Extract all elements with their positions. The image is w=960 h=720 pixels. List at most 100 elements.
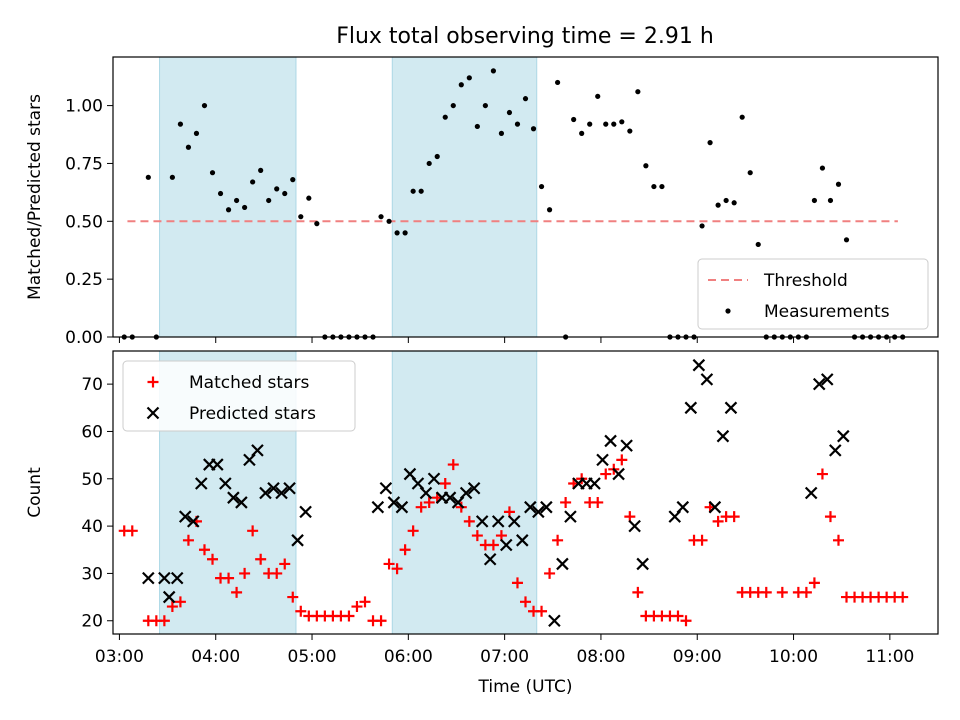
y-axis-label: Count	[25, 467, 45, 518]
predicted-star-point	[684, 401, 698, 415]
measurement-point	[442, 114, 448, 120]
matched-star-point	[158, 615, 170, 627]
measurement-point	[555, 79, 561, 86]
predicted-star-point	[195, 477, 208, 490]
measurement-point	[514, 121, 521, 127]
measurement-point	[530, 126, 537, 132]
legend-predicted-swatch	[146, 406, 160, 420]
measurement-point	[723, 197, 729, 204]
measurement-point	[571, 116, 577, 123]
matched-star-point	[343, 610, 355, 622]
predicted-star-point	[556, 557, 569, 571]
predicted-star-point	[379, 481, 393, 495]
measurement-point	[538, 183, 545, 190]
measurement-point	[482, 102, 488, 109]
matched-star-point	[632, 586, 644, 598]
predicted-star-point	[211, 458, 224, 471]
predicted-star-point	[419, 486, 433, 500]
matched-star-point	[399, 544, 411, 556]
measurement-point	[298, 214, 304, 220]
measurement-point	[266, 197, 272, 204]
matched-star-point	[520, 596, 531, 608]
matched-star-point	[279, 558, 291, 570]
predicted-star-point	[227, 491, 240, 504]
predicted-star-point	[235, 496, 248, 509]
predicted-star-point	[604, 434, 617, 448]
predicted-star-point	[186, 515, 200, 528]
measurement-point	[699, 223, 705, 229]
predicted-star-point	[507, 515, 521, 528]
count-panel: 20 30 40 50 60 70 03:00 04:00 05:00 06:00 07:00 08:…	[25, 350, 939, 697]
predicted-star-point	[219, 477, 232, 490]
predicted-star-point	[524, 500, 537, 514]
measurement-point	[603, 121, 609, 127]
figure-title: Flux total observing time = 2.91 h	[336, 24, 714, 49]
matched-star-point	[463, 515, 475, 527]
measurement-point	[506, 109, 513, 116]
x-tick-label: 08:00	[576, 647, 625, 667]
y-tick-label: 60	[81, 422, 103, 442]
measurement-point	[250, 179, 256, 185]
matched-star-point	[359, 596, 371, 608]
predicted-star-point	[283, 481, 296, 495]
measurement-point	[843, 237, 850, 243]
matched-star-point	[728, 511, 740, 523]
measurement-point	[739, 114, 745, 120]
measurement-point	[378, 214, 384, 220]
measurement-point	[402, 230, 408, 236]
predicted-star-point	[516, 534, 529, 547]
predicted-star-point	[692, 358, 706, 372]
predicted-star-point	[267, 481, 280, 495]
x-tick-label: 07:00	[480, 647, 529, 667]
matched-star-point	[600, 468, 612, 480]
y-tick-label: 30	[81, 564, 103, 584]
measurement-point	[386, 218, 392, 224]
measurement-point	[643, 163, 649, 169]
matched-star-point	[471, 530, 483, 542]
measurement-point	[217, 190, 224, 197]
measurement-point	[145, 174, 151, 180]
matched-star-point	[423, 496, 435, 508]
legend-box	[122, 360, 356, 432]
y-tick-label: 0.75	[65, 154, 103, 174]
matched-star-point	[198, 544, 210, 556]
legend-label: Matched stars	[189, 373, 309, 393]
axes-frame	[112, 56, 939, 338]
matched-star-point	[760, 586, 772, 598]
ratio-panel: 0.00 0.25 0.50 0.75 1.00 Matched/Predicted st…	[25, 56, 939, 348]
measurement-point	[755, 241, 761, 248]
x-axis-label: Time (UTC)	[478, 677, 573, 697]
matched-star-point	[616, 454, 628, 466]
y-tick-label: 20	[81, 612, 103, 632]
predicted-star-point	[724, 401, 738, 415]
predicted-star-point	[467, 481, 481, 495]
predicted-star-point	[820, 373, 834, 386]
predicted-star-point	[499, 538, 513, 552]
observing-window-span	[159, 56, 297, 338]
measurement-point	[209, 170, 216, 176]
matched-star-point	[536, 605, 548, 617]
matched-star-point	[247, 525, 259, 537]
predicted-star-point	[178, 510, 192, 523]
predicted-star-point	[162, 590, 176, 604]
predicted-star-point	[251, 444, 264, 457]
predicted-star-point	[475, 515, 489, 528]
predicted-star-point	[804, 486, 818, 500]
matched-star-point	[239, 567, 251, 579]
matched-star-point	[897, 591, 909, 603]
measurement-point	[418, 188, 424, 194]
measurement-point	[811, 197, 818, 204]
matched-star-point	[447, 459, 459, 471]
measurement-point	[611, 121, 617, 127]
y-tick-label: 70	[81, 375, 103, 395]
predicted-star-point	[812, 377, 826, 391]
predicted-star-point	[491, 515, 505, 528]
matched-star-point	[592, 496, 604, 508]
y-tick-label: 50	[81, 470, 103, 490]
legend-label: Measurements	[764, 302, 890, 322]
measurement-point	[466, 75, 472, 81]
measurement-point	[274, 186, 280, 192]
measurement-point	[498, 130, 505, 136]
measurement-point	[434, 153, 440, 160]
matched-star-point	[166, 601, 178, 613]
